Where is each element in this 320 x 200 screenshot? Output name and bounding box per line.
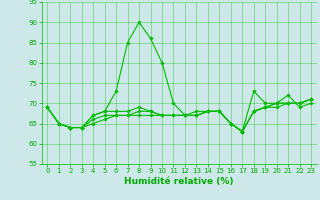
X-axis label: Humidité relative (%): Humidité relative (%) bbox=[124, 177, 234, 186]
